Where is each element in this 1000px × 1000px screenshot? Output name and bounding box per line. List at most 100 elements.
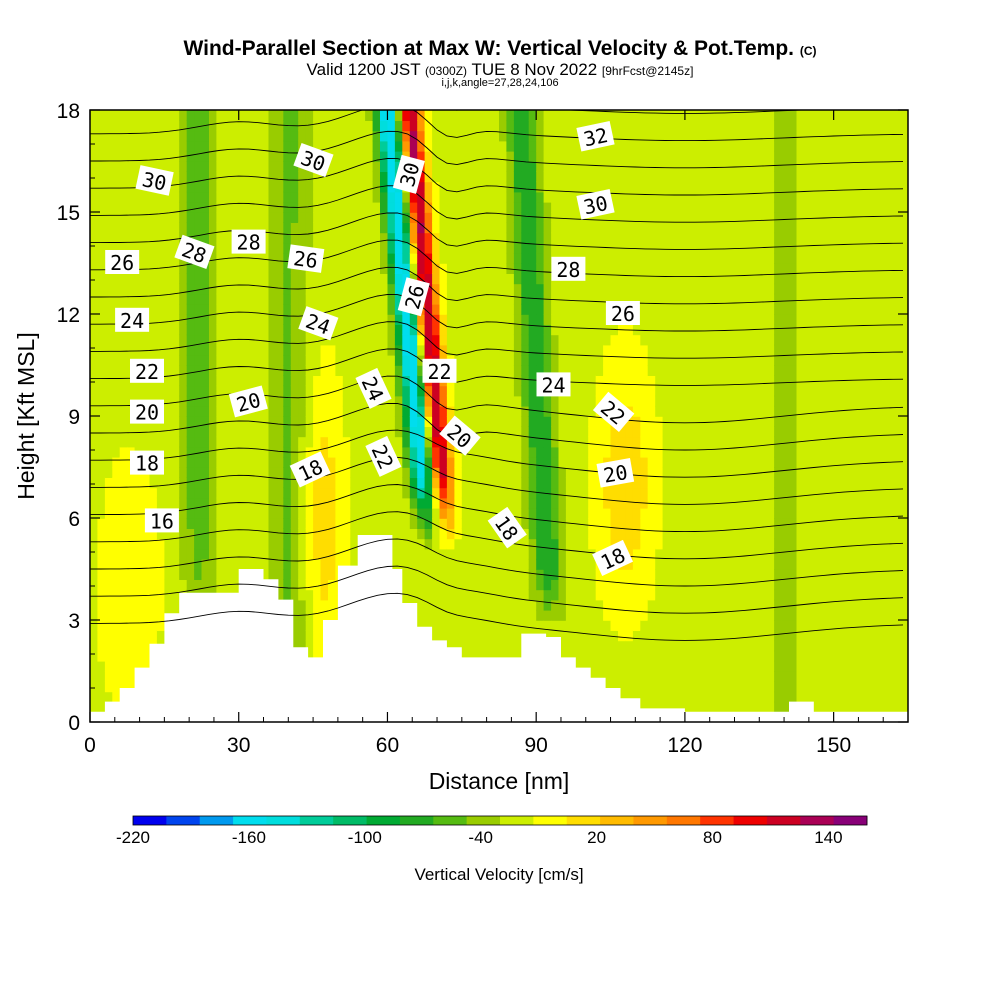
field-cell [655,446,664,458]
field-cell [484,212,493,223]
field-cell [372,405,381,417]
field-cell [603,293,612,305]
field-cell [201,293,210,305]
field-cell [313,405,322,417]
field-cell [194,497,203,509]
field-cell [684,385,694,397]
field-cell [558,201,567,213]
field-cell [372,150,381,162]
field-cell [156,436,166,448]
field-cell [97,263,106,274]
field-cell [365,263,374,274]
field-cell [149,273,158,285]
field-cell [268,497,277,509]
field-cell [632,252,642,264]
field-cell [536,599,545,611]
field-cell [684,558,694,570]
field-cell [521,263,530,274]
field-cell [313,487,322,499]
field-cell [692,375,701,387]
field-cell [625,212,634,223]
field-cell [171,334,180,346]
field-cell [558,487,567,499]
field-cell [647,405,656,417]
field-cell [573,538,582,550]
field-cell [357,426,366,438]
field-cell [677,303,686,315]
field-cell [536,171,545,183]
field-cell [209,283,218,295]
field-cell [499,293,508,305]
field-cell [365,171,374,183]
field-cell [521,385,530,397]
field-cell [372,334,381,346]
field-cell [402,467,411,478]
field-cell [342,303,351,315]
field-cell [246,201,255,213]
field-cell [469,650,478,662]
field-cell [446,579,456,591]
field-cell [223,232,233,244]
field-cell [424,314,433,325]
field-cell [432,487,441,499]
field-cell [275,548,285,560]
field-cell [677,487,686,499]
field-cell [402,538,411,550]
field-cell [684,599,694,611]
field-cell [134,538,143,550]
field-cell [357,416,366,427]
field-cell [573,324,582,336]
field-cell [350,161,359,172]
field-cell [387,252,396,264]
field-cell [595,375,604,387]
field-cell [707,671,716,682]
field-cell [305,558,314,570]
field-cell [268,110,277,121]
field-cell [692,630,701,642]
field-cell [543,252,552,264]
field-cell [536,538,545,550]
field-cell [603,365,612,376]
field-cell [342,334,351,346]
field-cell [275,426,285,438]
field-cell [387,191,396,203]
field-cell [342,538,351,550]
field-cell [394,365,404,376]
field-cell [536,324,545,336]
field-cell [662,191,671,203]
field-cell [684,191,694,203]
field-cell [409,487,418,499]
field-cell [246,303,255,315]
field-cell [521,201,530,213]
field-cell [209,181,218,193]
field-cell [409,252,418,264]
field-cell [194,456,203,468]
field-cell [551,497,560,509]
field-cell [357,191,366,203]
field-cell [97,528,106,540]
field-cell [580,609,589,621]
field-cell [149,120,158,132]
field-cell [595,569,604,580]
field-cell [216,558,225,570]
field-cell [603,579,612,591]
field-cell [313,650,322,662]
field-cell [595,252,604,264]
field-cell [528,222,537,234]
field-cell [246,558,255,570]
field-cell [216,314,225,325]
field-cell [134,579,143,591]
field-cell [142,120,151,132]
field-cell [469,630,478,642]
field-cell [112,671,121,682]
field-cell [573,599,582,611]
field-cell [156,201,166,213]
field-cell [186,293,195,305]
field-cell [588,650,597,662]
field-cell [684,110,694,121]
field-cell [491,110,500,121]
field-cell [209,405,218,417]
field-cell [513,273,523,285]
field-cell [692,569,701,580]
field-cell [409,324,418,336]
